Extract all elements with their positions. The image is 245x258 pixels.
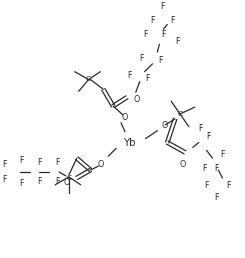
Text: F: F (150, 16, 155, 25)
Text: C: C (86, 76, 91, 82)
Text: F: F (202, 164, 207, 173)
Text: F: F (226, 181, 231, 190)
Text: F: F (37, 158, 42, 167)
Text: F: F (55, 177, 59, 186)
Text: F: F (3, 175, 7, 184)
Text: F: F (198, 124, 203, 133)
Text: F: F (206, 132, 211, 141)
Text: O: O (64, 178, 70, 187)
Text: O: O (161, 121, 168, 130)
Text: O: O (180, 160, 186, 169)
Text: C: C (178, 111, 183, 117)
Text: F: F (37, 177, 42, 186)
Text: F: F (158, 56, 163, 65)
Text: O: O (122, 114, 128, 122)
Text: F: F (160, 2, 165, 11)
Text: F: F (143, 30, 148, 39)
Text: F: F (204, 181, 209, 190)
Text: F: F (220, 150, 225, 159)
Text: F: F (19, 179, 24, 188)
Text: Yb: Yb (124, 139, 136, 149)
Text: F: F (128, 71, 132, 80)
Text: O: O (134, 95, 140, 104)
Text: F: F (55, 158, 59, 167)
Text: F: F (19, 156, 24, 165)
Text: O: O (97, 160, 104, 169)
Text: F: F (161, 30, 166, 39)
Text: C: C (66, 175, 71, 181)
Text: F: F (214, 193, 219, 202)
Text: F: F (3, 160, 7, 169)
Text: F: F (145, 74, 150, 83)
Text: F: F (214, 164, 219, 173)
Text: F: F (175, 37, 179, 46)
Text: F: F (139, 54, 144, 63)
Text: F: F (170, 16, 174, 25)
